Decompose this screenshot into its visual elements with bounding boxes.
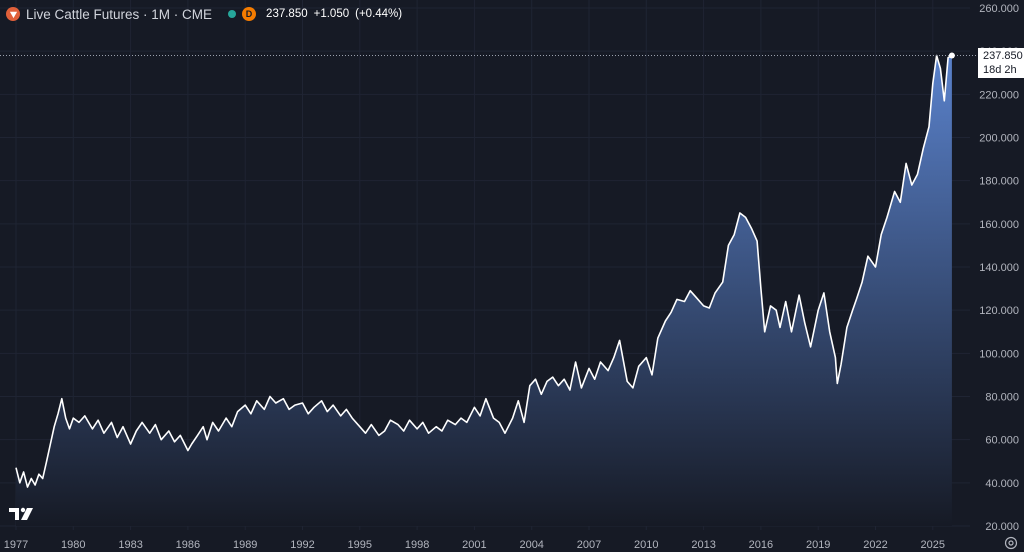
- price-area: [16, 55, 952, 526]
- y-tick-label: 100.000: [979, 348, 1019, 360]
- tradingview-logo-icon[interactable]: [9, 506, 39, 522]
- price-line: [15, 54, 953, 488]
- time-axis[interactable]: 1977 1980 1983 1986 1989 1992 1995 1998 2001 2004…: [4, 539, 945, 551]
- x-tick-label: 1989: [233, 539, 257, 551]
- last-price: 237.850: [266, 8, 308, 20]
- x-tick-label: 2022: [863, 539, 887, 551]
- y-tick-label: 120.000: [979, 305, 1019, 317]
- x-tick-label: 2001: [462, 539, 486, 551]
- price-change: +1.050: [313, 8, 350, 20]
- y-tick-label: 180.000: [979, 176, 1019, 188]
- symbol-title[interactable]: Live Cattle Futures · 1M · CME: [26, 6, 213, 22]
- x-tick-label: 2013: [691, 539, 715, 551]
- price-axis[interactable]: 260.000240.000220.000200.000180.000160.0…: [979, 3, 1019, 533]
- gear-icon[interactable]: [1004, 536, 1018, 550]
- x-tick-label: 1992: [290, 539, 314, 551]
- x-tick-label: 2007: [577, 539, 601, 551]
- x-tick-label: 1980: [61, 539, 85, 551]
- x-tick-label: 2025: [921, 539, 945, 551]
- x-tick-label: 2010: [634, 539, 658, 551]
- y-tick-label: 80.000: [985, 392, 1019, 404]
- live-cattle-icon: [6, 7, 20, 21]
- y-tick-label: 40.000: [985, 478, 1019, 490]
- x-tick-label: 2016: [749, 539, 773, 551]
- y-tick-label: 220.000: [979, 89, 1019, 101]
- x-tick-label: 1986: [176, 539, 200, 551]
- y-tick-label: 200.000: [979, 133, 1019, 145]
- y-tick-label: 60.000: [985, 435, 1019, 447]
- x-tick-label: 2019: [806, 539, 830, 551]
- market-open-dot-icon: [228, 10, 237, 18]
- last-price-value: 237.850: [983, 50, 1023, 62]
- y-tick-label: 20.000: [985, 521, 1019, 533]
- y-tick-label: 160.000: [979, 219, 1019, 231]
- delayed-data-badge[interactable]: D: [242, 7, 257, 21]
- x-tick-label: 1983: [118, 539, 142, 551]
- x-tick-label: 1977: [4, 539, 28, 551]
- chart-header: Live Cattle Futures · 1M · CME D 237.850…: [6, 5, 402, 23]
- x-tick-label: 2004: [519, 539, 543, 551]
- x-tick-label: 1998: [405, 539, 429, 551]
- bar-countdown: 18d 2h: [983, 64, 1017, 76]
- y-tick-label: 260.000: [979, 3, 1019, 15]
- last-price-marker: [948, 52, 955, 59]
- y-tick-label: 140.000: [979, 262, 1019, 274]
- last-price-label: 237.850 18d 2h: [978, 48, 1024, 78]
- x-tick-label: 1995: [348, 539, 372, 551]
- area-fill: [16, 55, 952, 526]
- price-change-percent: (+0.44%): [355, 8, 403, 20]
- price-line-layer: [0, 52, 978, 488]
